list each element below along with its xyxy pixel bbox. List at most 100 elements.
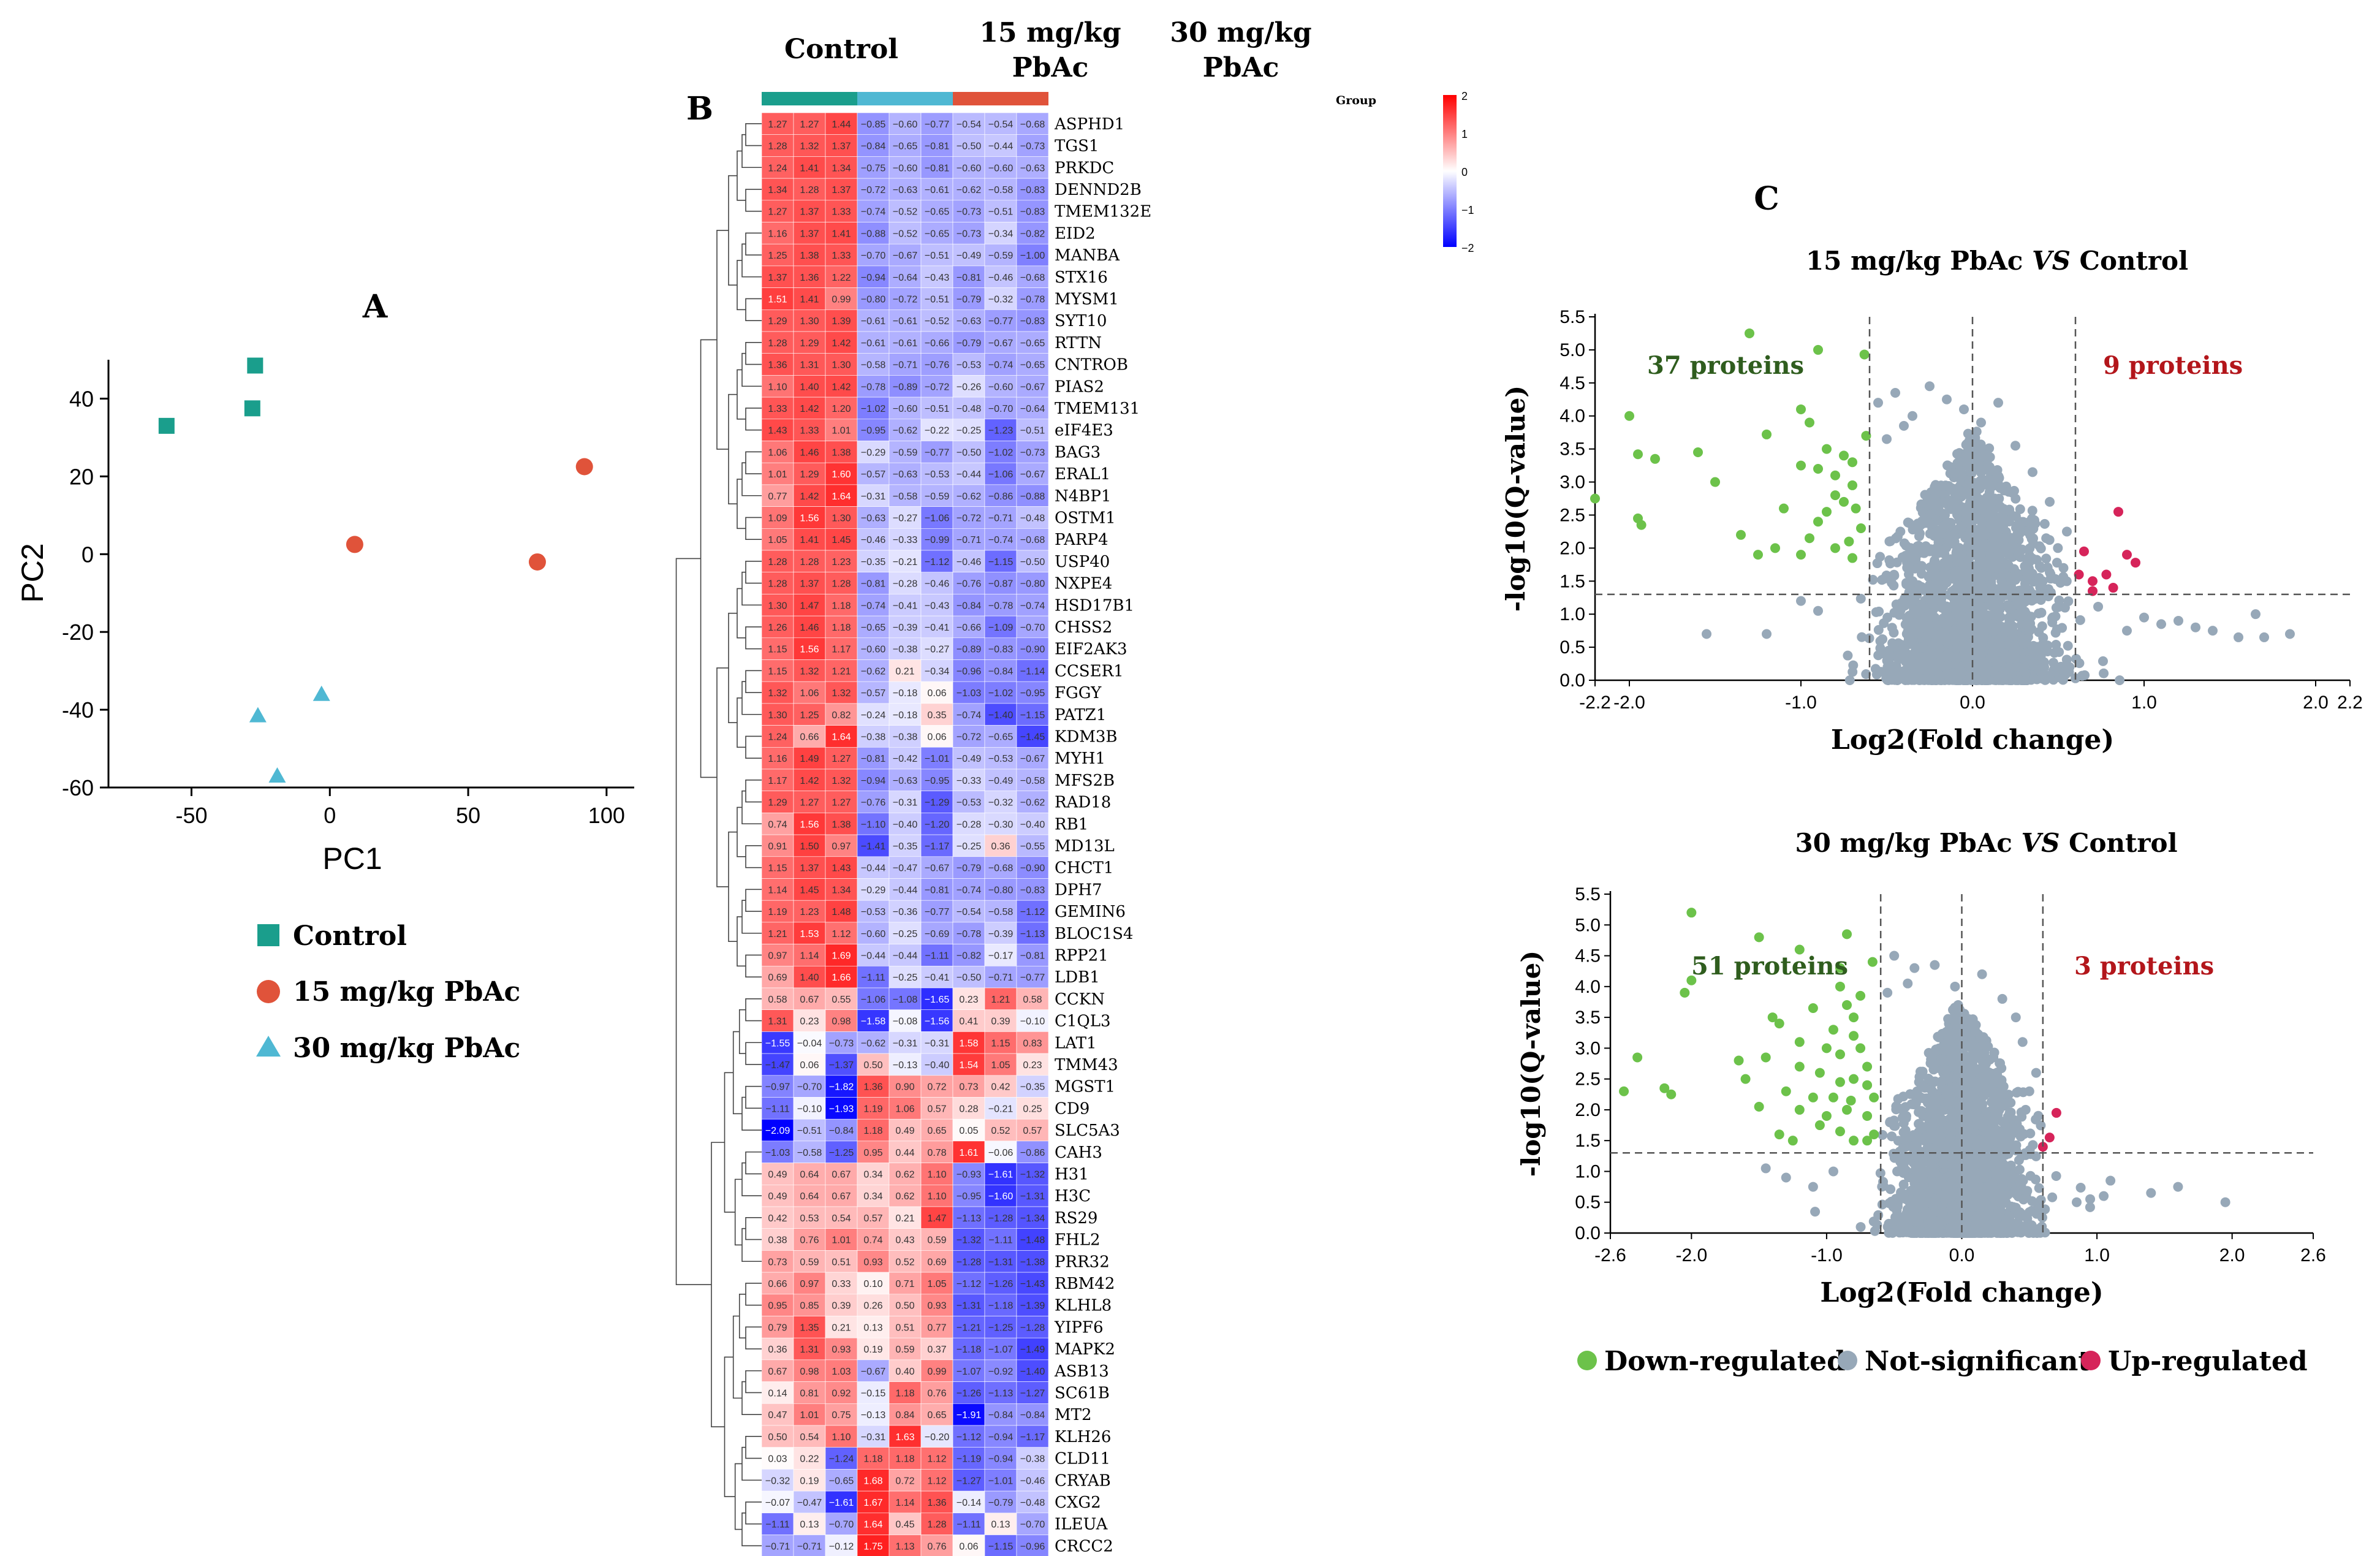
heatmap-cell-value: −0.59 bbox=[925, 491, 950, 502]
heatmap-cell-value: −0.44 bbox=[957, 469, 982, 480]
volcano-point-ns bbox=[1935, 675, 1946, 685]
heatmap-cell-value: −0.83 bbox=[1020, 207, 1045, 218]
heatmap-cell-value: −0.32 bbox=[988, 294, 1014, 305]
volcano-point-ns bbox=[2122, 626, 2132, 636]
heatmap-cell bbox=[793, 813, 826, 835]
heatmap-cell-value: −0.40 bbox=[1020, 819, 1045, 830]
heatmap-cell-value: −0.70 bbox=[829, 1520, 854, 1530]
heatmap-cell bbox=[857, 1469, 890, 1492]
heatmap-cell-value: −0.10 bbox=[797, 1104, 822, 1114]
heatmap-cell-value: −1.13 bbox=[988, 1388, 1014, 1399]
heatmap-cell-value: −0.63 bbox=[893, 776, 918, 786]
heatmap-cell-value: −0.74 bbox=[957, 885, 982, 895]
heatmap-cell-value: 0.25 bbox=[1023, 1104, 1042, 1114]
legend-15mg-marker bbox=[257, 980, 280, 1003]
heatmap-cell bbox=[984, 419, 1017, 441]
volcano-point-ns bbox=[2047, 613, 2058, 623]
heatmap-cell-value: −0.81 bbox=[957, 273, 982, 283]
heatmap-cell-value: −1.31 bbox=[988, 1257, 1014, 1267]
heatmap-cell-value: −0.75 bbox=[861, 163, 886, 173]
heatmap-cell bbox=[761, 834, 794, 857]
volcano-point-ns bbox=[1940, 497, 1950, 507]
heatmap-cell bbox=[920, 1250, 953, 1273]
heatmap-cell-value: 0.49 bbox=[768, 1169, 787, 1180]
volcano-point-ns bbox=[2012, 675, 2023, 685]
heatmap-cell bbox=[952, 922, 985, 944]
panel-c-volcano: C 15 mg/kg PbAc VS Control0.00.51.01.52.… bbox=[1501, 180, 2363, 1377]
heatmap-cell-value: 1.27 bbox=[768, 207, 787, 218]
heatmap-cell bbox=[952, 528, 985, 551]
heatmap-cell bbox=[920, 419, 953, 441]
heatmap-cell-value: −1.34 bbox=[1020, 1213, 1045, 1224]
colorbar-tick-neg1: −1 bbox=[1461, 204, 1474, 216]
volcano-point-ns bbox=[1949, 629, 1960, 639]
volcano-y-tick-label: 4.5 bbox=[1560, 373, 1585, 393]
dendrogram-branch bbox=[745, 123, 762, 146]
heatmap-cell-value: 0.78 bbox=[927, 1148, 946, 1158]
heatmap-cell-value: 1.17 bbox=[832, 645, 851, 655]
heatmap-cell-value: 0.06 bbox=[959, 1541, 978, 1552]
heatmap-cell-value: 0.59 bbox=[895, 1345, 914, 1355]
volcano-point-ns bbox=[1976, 417, 1986, 428]
heatmap-cell-value: 1.30 bbox=[768, 601, 787, 611]
volcano-point-ns bbox=[2058, 572, 2069, 582]
heatmap-cell-value: −0.53 bbox=[957, 360, 982, 371]
heatmap-cell bbox=[793, 1097, 826, 1120]
heatmap-cell bbox=[793, 637, 826, 660]
heatmap-cell-value: 0.81 bbox=[800, 1388, 819, 1399]
heatmap-cell bbox=[952, 1118, 985, 1142]
volcano-point-ns bbox=[1925, 509, 1935, 520]
heatmap-cell bbox=[1016, 1535, 1049, 1556]
group-title-control: Control bbox=[784, 34, 898, 65]
heatmap-cell-value: −0.60 bbox=[988, 382, 1014, 392]
heatmap-cell-value: −0.47 bbox=[893, 863, 918, 874]
heatmap-cell bbox=[825, 1469, 858, 1492]
heatmap-cell-value: 1.18 bbox=[863, 1126, 882, 1136]
heatmap-cell-value: −0.30 bbox=[988, 819, 1014, 830]
heatmap-cell bbox=[952, 900, 985, 923]
heatmap-cell-value: −0.49 bbox=[957, 754, 982, 764]
heatmap-cell bbox=[984, 156, 1017, 179]
colorbar-tick-1: 1 bbox=[1461, 128, 1468, 140]
heatmap-cell bbox=[761, 134, 794, 157]
heatmap-cell bbox=[1016, 594, 1049, 617]
volcano-point-ns bbox=[1887, 638, 1898, 648]
heatmap-cell-value: 1.38 bbox=[832, 447, 851, 458]
volcano-point-ns bbox=[1944, 481, 1954, 491]
volcano-point-down bbox=[1844, 536, 1854, 547]
heatmap-cell bbox=[984, 747, 1017, 770]
heatmap-cell bbox=[984, 615, 1017, 639]
heatmap-cell bbox=[761, 681, 794, 704]
heatmap-cell bbox=[825, 769, 858, 792]
volcano-point-ns bbox=[1923, 657, 1933, 667]
heatmap-cell bbox=[761, 1009, 794, 1032]
heatmap-cell bbox=[889, 878, 922, 901]
heatmap-cell-value: 1.22 bbox=[832, 273, 851, 283]
heatmap-cell-value: −0.99 bbox=[925, 535, 950, 545]
volcano-point-ns bbox=[1921, 631, 1931, 642]
heatmap-cell-value: 0.76 bbox=[927, 1541, 946, 1552]
heatmap-cell bbox=[952, 1469, 985, 1492]
group-title-30mg-line2: PbAc bbox=[1203, 52, 1279, 83]
pca-x-tick-label: 100 bbox=[588, 803, 625, 828]
dendrogram-branch bbox=[728, 612, 737, 723]
heatmap-cell-value: 1.23 bbox=[832, 557, 851, 567]
volcano-point-down bbox=[1848, 457, 1857, 468]
heatmap-row-label: CCKN bbox=[1055, 990, 1105, 1009]
heatmap-cell-value: 0.59 bbox=[927, 1235, 946, 1246]
heatmap-cell bbox=[825, 1009, 858, 1032]
heatmap-cell-value: −0.67 bbox=[1020, 469, 1045, 480]
heatmap-cell-value: −1.41 bbox=[861, 841, 886, 852]
heatmap-cell-value: 1.54 bbox=[959, 1060, 978, 1071]
volcano-point-ns bbox=[1813, 605, 1823, 616]
volcano-point-ns bbox=[2024, 626, 2034, 636]
volcano-point-ns bbox=[2004, 504, 2015, 515]
heatmap-cell-value: 1.56 bbox=[800, 645, 819, 655]
heatmap-cell bbox=[1016, 1403, 1049, 1426]
volcano-point-ns bbox=[1915, 528, 1925, 539]
heatmap-cell bbox=[825, 922, 858, 944]
heatmap-cell bbox=[889, 791, 922, 813]
heatmap-row-label: MAPK2 bbox=[1055, 1340, 1115, 1359]
heatmap-cell bbox=[889, 681, 922, 704]
dendrogram-branch bbox=[745, 451, 762, 474]
